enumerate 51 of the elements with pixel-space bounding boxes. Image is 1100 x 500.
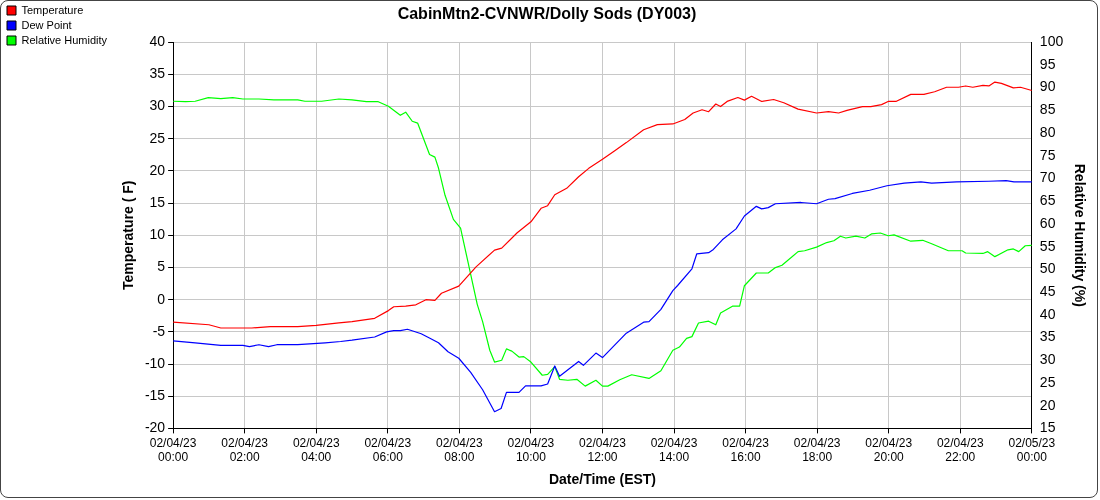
y2-tick-label: 85 bbox=[1039, 101, 1056, 118]
y2-tick-label: 60 bbox=[1039, 214, 1056, 231]
y-axis-title: Temperature ( F) bbox=[120, 180, 137, 291]
y-tick-label: 25 bbox=[149, 129, 166, 146]
x-tick-label: 02/04/23 04:00 bbox=[292, 435, 340, 465]
y-tick-label: -15 bbox=[144, 387, 166, 404]
x-tick-label: 02/04/23 06:00 bbox=[364, 435, 412, 465]
x-tick-label: 02/04/23 22:00 bbox=[936, 435, 984, 465]
y2-tick-label: 50 bbox=[1039, 260, 1056, 277]
y-tick-label: 5 bbox=[157, 258, 166, 275]
y-tick-label: 0 bbox=[157, 290, 166, 307]
x-tick-label: 02/04/23 14:00 bbox=[650, 435, 698, 465]
y-tick-label: -10 bbox=[144, 354, 166, 371]
y-tick-label: -5 bbox=[152, 322, 166, 339]
y-tick-label: 30 bbox=[149, 97, 166, 114]
y2-tick-label: 90 bbox=[1039, 78, 1056, 95]
x-tick-label: 02/04/23 02:00 bbox=[221, 435, 269, 465]
y2-tick-label: 15 bbox=[1039, 419, 1056, 436]
x-axis-title: Date/Time (EST) bbox=[548, 471, 657, 488]
x-tick-label: 02/04/23 16:00 bbox=[722, 435, 770, 465]
y-tick-label: -20 bbox=[144, 419, 166, 436]
y2-tick-label: 20 bbox=[1039, 396, 1056, 413]
y2-tick-label: 30 bbox=[1039, 351, 1056, 368]
x-tick-label: 02/04/23 18:00 bbox=[793, 435, 841, 465]
x-tick-label: 02/04/23 12:00 bbox=[579, 435, 627, 465]
y2-tick-label: 45 bbox=[1039, 282, 1056, 299]
x-tick-label: 02/04/23 20:00 bbox=[865, 435, 913, 465]
y2-tick-label: 65 bbox=[1039, 192, 1056, 209]
legend-label: Relative Humidity bbox=[21, 33, 108, 46]
x-tick-label: 02/04/23 00:00 bbox=[149, 435, 197, 465]
x-tick-label: 02/04/23 10:00 bbox=[507, 435, 555, 465]
y-tick-label: 10 bbox=[149, 226, 166, 243]
legend-label: Temperature bbox=[21, 3, 84, 16]
chart-title: CabinMtn2-CVNWR/Dolly Sods (DY003) bbox=[397, 5, 697, 23]
legend-label: Dew Point bbox=[21, 18, 72, 31]
y2-tick-label: 55 bbox=[1039, 237, 1056, 254]
y2-tick-label: 35 bbox=[1039, 328, 1056, 345]
y2-axis-title: Relative Humidity (%) bbox=[1071, 163, 1088, 307]
y2-tick-label: 75 bbox=[1039, 146, 1056, 163]
x-tick-label: 02/04/23 08:00 bbox=[436, 435, 484, 465]
y2-tick-label: 80 bbox=[1039, 123, 1056, 140]
y2-tick-label: 95 bbox=[1039, 55, 1056, 72]
y2-tick-label: 70 bbox=[1039, 169, 1056, 186]
y2-tick-label: 100 bbox=[1039, 33, 1064, 50]
y2-tick-label: 40 bbox=[1039, 305, 1056, 322]
y-tick-label: 40 bbox=[149, 33, 166, 50]
y2-tick-label: 25 bbox=[1039, 373, 1056, 390]
y-tick-label: 35 bbox=[149, 65, 166, 82]
y-tick-label: 15 bbox=[149, 193, 166, 210]
x-tick-label: 02/05/23 00:00 bbox=[1008, 435, 1056, 465]
y-tick-label: 20 bbox=[149, 161, 166, 178]
